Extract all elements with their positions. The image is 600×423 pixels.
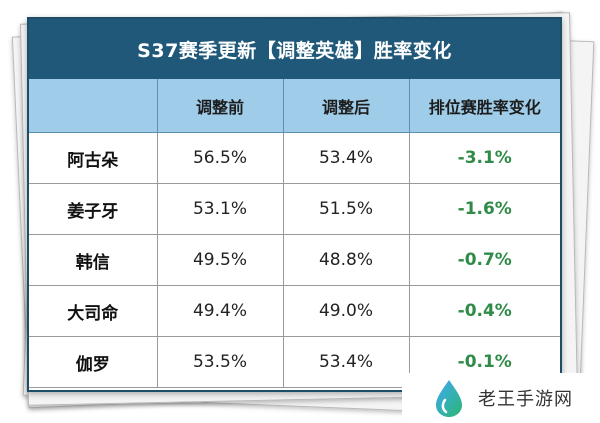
card-title: S37赛季更新【调整英雄】胜率变化 bbox=[29, 19, 560, 79]
table-row: 姜子牙 53.1% 51.5% -1.6% bbox=[29, 183, 560, 235]
change-value: -1.6% bbox=[409, 183, 560, 235]
hero-name: 韩信 bbox=[29, 234, 158, 286]
header-hero bbox=[29, 79, 158, 133]
hero-name: 伽罗 bbox=[29, 336, 158, 388]
after-value: 53.4% bbox=[283, 132, 410, 184]
before-value: 56.5% bbox=[157, 132, 284, 184]
after-value: 48.8% bbox=[283, 234, 410, 286]
win-rate-card: S37赛季更新【调整英雄】胜率变化 调整前 调整后 排位赛胜率变化 阿古朵 56… bbox=[27, 17, 562, 392]
site-watermark: 老王手游网 bbox=[402, 373, 600, 423]
before-value: 53.5% bbox=[157, 336, 284, 388]
change-value: -0.7% bbox=[409, 234, 560, 286]
header-before: 调整前 bbox=[157, 79, 284, 133]
water-drop-icon bbox=[436, 380, 462, 417]
header-after: 调整后 bbox=[283, 79, 410, 133]
after-value: 53.4% bbox=[283, 336, 410, 388]
watermark-text: 老王手游网 bbox=[478, 389, 573, 410]
change-value: -3.1% bbox=[409, 132, 560, 184]
hero-name: 姜子牙 bbox=[29, 183, 158, 235]
hero-name: 大司命 bbox=[29, 285, 158, 337]
change-value: -0.4% bbox=[409, 285, 560, 337]
hero-name: 阿古朵 bbox=[29, 132, 158, 184]
before-value: 49.4% bbox=[157, 285, 284, 337]
before-value: 49.5% bbox=[157, 234, 284, 286]
table-header-row: 调整前 调整后 排位赛胜率变化 bbox=[29, 79, 560, 133]
table-row: 阿古朵 56.5% 53.4% -3.1% bbox=[29, 132, 560, 184]
table-row: 韩信 49.5% 48.8% -0.7% bbox=[29, 234, 560, 286]
before-value: 53.1% bbox=[157, 183, 284, 235]
after-value: 51.5% bbox=[283, 183, 410, 235]
header-change: 排位赛胜率变化 bbox=[409, 79, 560, 133]
table-row: 大司命 49.4% 49.0% -0.4% bbox=[29, 285, 560, 337]
win-rate-table: 调整前 调整后 排位赛胜率变化 阿古朵 56.5% 53.4% -3.1% 姜子… bbox=[29, 79, 560, 388]
after-value: 49.0% bbox=[283, 285, 410, 337]
